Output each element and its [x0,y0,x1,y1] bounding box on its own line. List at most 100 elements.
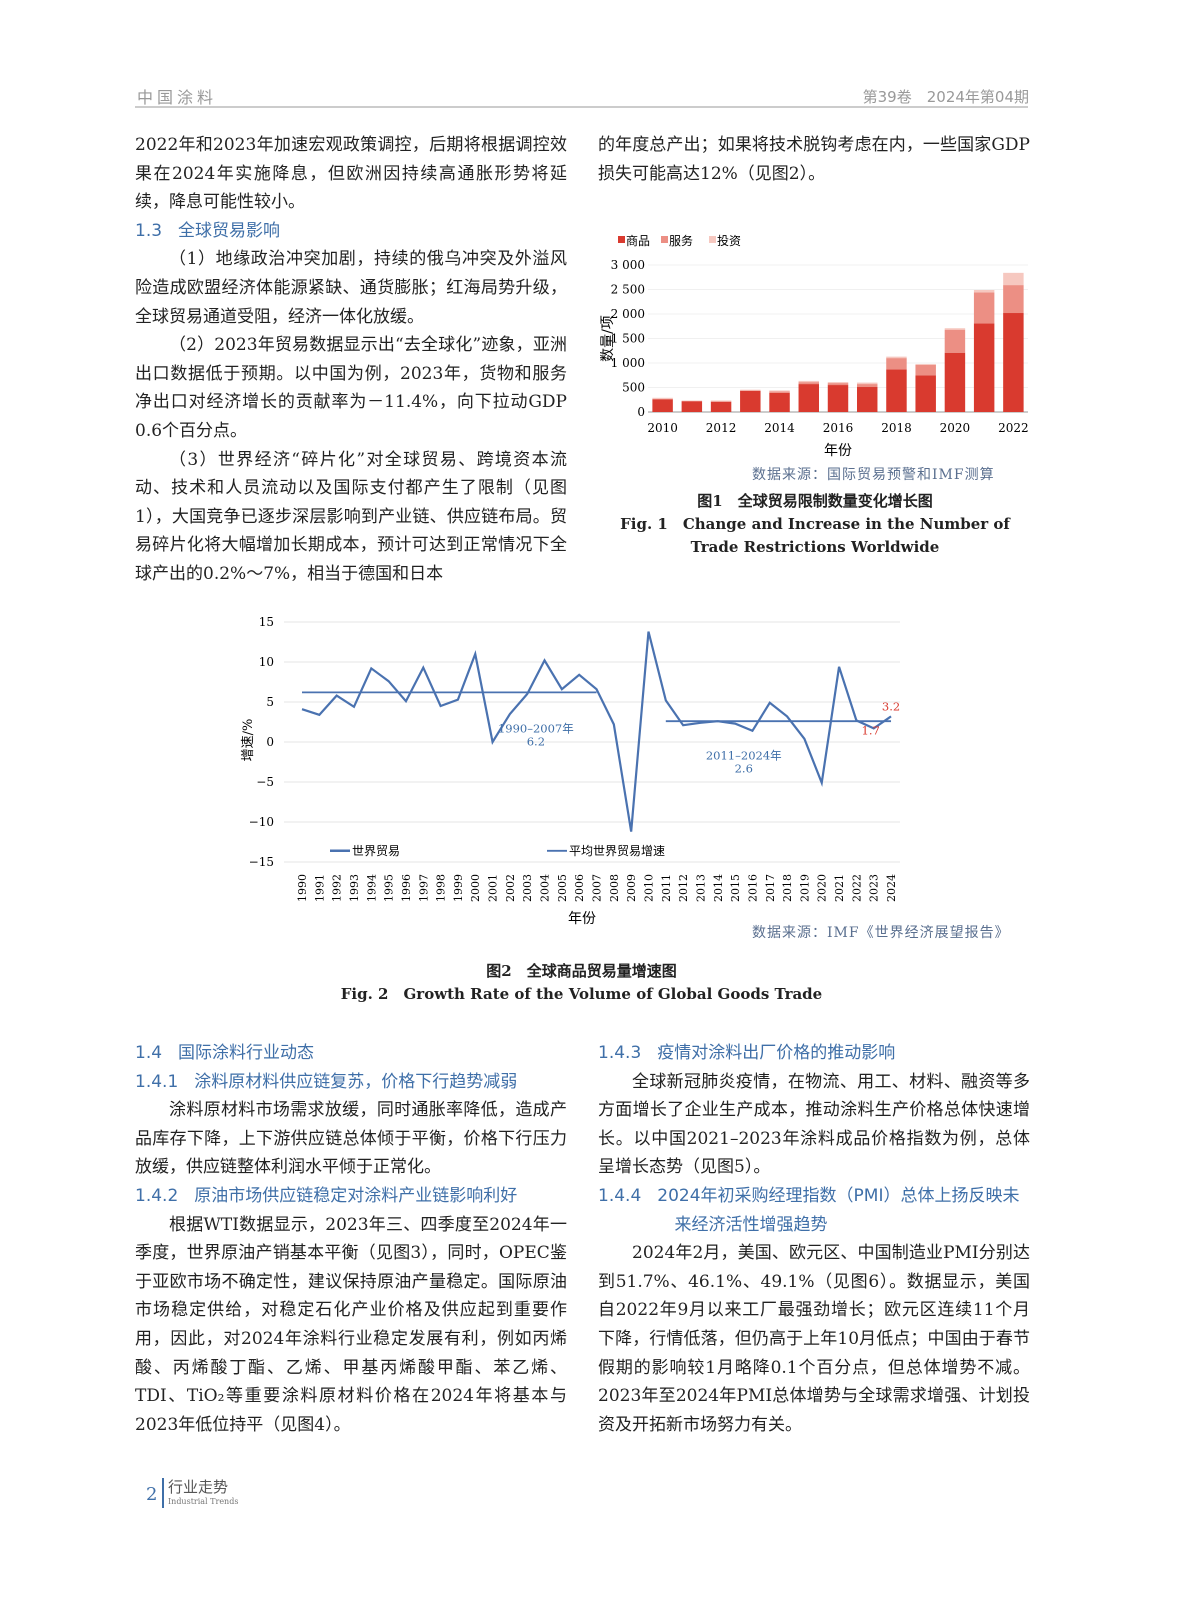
x-tick-label: 2005 [556,874,569,902]
x-tick-label: 1993 [348,874,361,902]
x-tick-label: 2010 [647,421,678,435]
section-heading: 1.4.4 2024年初采购经理指数（PMI）总体上扬反映未来经济活性增强趋势 [598,1182,1030,1239]
x-axis-label: 年份 [824,443,852,459]
y-tick-label: 0 [266,735,274,749]
bar-投资-2010 [652,397,673,399]
legend-label: 服务 [669,233,693,248]
annotation: 1990–2007年 [498,721,574,735]
section-number: 1.4 [135,1043,163,1063]
x-tick-label: 2000 [469,874,482,902]
legend-swatch [661,236,668,243]
legend-swatch [618,236,625,243]
x-tick-label: 1992 [331,874,344,902]
y-tick-label: 2 500 [611,283,645,297]
figure-2-caption-en: Fig. 2 Growth Rate of the Volume of Glob… [340,985,823,1003]
x-tick-label: 2016 [823,421,854,435]
footer-section-en: Industrial Trends [168,1497,239,1506]
paragraph: 的年度总产出；如果将技术脱钩考虑在内，一些国家GDP损失可能高达12%（见图2）… [598,135,1030,184]
bar-商品-2015 [798,384,819,412]
y-tick-label: 2 000 [611,307,645,321]
section-number: 1.4.3 [598,1043,642,1063]
bar-服务-2015 [798,382,819,385]
paragraph: （3）世界经济“碎片化”对全球贸易、跨境资本流动、技术和人员流动以及国际支付都产… [135,449,567,584]
section-title: 涂料原材料供应链复苏，价格下行趋势减弱 [194,1071,518,1092]
x-tick-label: 2012 [677,874,690,902]
x-tick-label: 2006 [573,874,586,902]
figure-2-caption: 图2 全球商品贸易量增速图 Fig. 2 Growth Rate of the … [135,960,1028,1006]
y-tick-label: −15 [249,855,274,869]
x-tick-label: 2016 [746,874,759,902]
annotation: 2011–2024年 [706,749,782,763]
paragraph: 2024年2月，美国、欧元区、中国制造业PMI分别达到51.7%、46.1%、4… [598,1243,1030,1435]
x-axis-label: 年份 [568,911,596,927]
bar-投资-2017 [857,382,878,385]
annotation: 3.2 [882,699,900,713]
x-tick-label: 1990 [296,874,309,902]
x-tick-label: 1998 [435,874,448,902]
bar-服务-2018 [886,358,907,370]
bar-商品-2016 [827,385,849,412]
bar-商品-2018 [886,369,907,412]
y-axis-label: 数量/项 [600,315,616,362]
bar-投资-2020 [944,328,966,330]
footer-section: 行业走势 [168,1478,229,1496]
bar-商品-2014 [769,392,790,412]
journal-name: 中国涂料 [137,88,218,107]
section-heading: 1.4.2 原油市场供应链稳定对涂料产业链影响利好 [135,1182,567,1211]
figure-2-source: 数据来源：IMF《世界经济展望报告》 [752,925,1010,941]
section-heading: 1.4.1 涂料原材料供应链复苏，价格下行趋势减弱 [135,1068,567,1097]
series-line-world-trade [301,631,892,832]
y-tick-label: 0 [637,405,645,419]
bar-商品-2021 [973,323,995,412]
x-tick-label: 2008 [608,874,621,902]
section-title: 国际涂料行业动态 [178,1043,315,1063]
x-tick-label: 2018 [781,874,794,902]
annotation: 1.7 [862,723,880,737]
x-tick-label: 1996 [400,874,413,902]
section-number: 1.4.1 [135,1071,179,1092]
x-tick-label: 2012 [706,421,737,435]
bar-服务-2019 [915,364,936,376]
x-tick-label: 2009 [625,874,638,902]
bar-服务-2014 [769,391,790,393]
figure-1-caption-cn: 图1 全球贸易限制数量变化增长图 [697,492,933,510]
section-number: 1.4.4 [598,1185,642,1206]
bar-商品-2020 [944,352,966,412]
x-tick-label: 1991 [313,874,326,902]
x-tick-label: 2020 [816,874,829,902]
x-tick-label: 2004 [539,874,552,902]
right-column-top: 的年度总产出；如果将技术脱钩考虑在内，一些国家GDP损失可能高达12%（见图2）… [598,131,1030,188]
paragraph: （1）地缘政治冲突加剧，持续的俄乌冲突及外溢风险造成欧盟经济体能源紧缺、通货膨胀… [135,249,567,327]
x-tick-label: 2020 [940,421,971,435]
x-tick-label: 2013 [694,874,707,902]
x-tick-label: 2015 [729,874,742,902]
y-tick-label: 15 [259,615,274,629]
x-tick-label: 2018 [881,421,912,435]
x-tick-label: 2019 [798,874,811,902]
x-tick-label: 1995 [383,874,396,902]
x-tick-label: 2014 [712,874,725,902]
bar-投资-2018 [886,356,907,359]
right-column-bottom: 1.4.3 疫情对涂料出厂价格的推动影响 全球新冠肺炎疫情，在物流、用工、材料、融资… [598,1039,1030,1439]
figure-1-source: 数据来源：国际贸易预警和IMF测算 [752,467,995,483]
page-number: 2 [146,1484,158,1505]
bar-服务-2020 [944,329,966,353]
section-number: 1.3 [135,220,163,241]
y-tick-label: 1 500 [611,332,645,346]
bar-投资-2012 [710,400,732,402]
section-title: 原油市场供应链稳定对涂料产业链影响利好 [194,1185,518,1206]
figure-2-caption-cn: 图2 全球商品贸易量增速图 [486,962,677,980]
y-tick-label: −5 [256,775,274,789]
legend-label: 商品 [626,233,650,248]
figure-1-caption-en: Fig. 1 Change and Increase in the Number… [620,515,1010,556]
legend-label: 投资 [717,233,741,248]
x-tick-label: 2021 [833,874,846,902]
section-title: 2024年初采购经理指数（PMI）总体上扬反映未来经济活性增强趋势 [657,1185,1020,1235]
annotation-value: 6.2 [527,734,545,748]
y-axis-label: 增速/% [241,719,256,762]
bar-商品-2019 [915,375,936,412]
bar-投资-2016 [827,382,849,384]
bar-投资-2015 [798,380,819,383]
issue-info: 第39卷 2024年第04期 [862,88,1029,106]
